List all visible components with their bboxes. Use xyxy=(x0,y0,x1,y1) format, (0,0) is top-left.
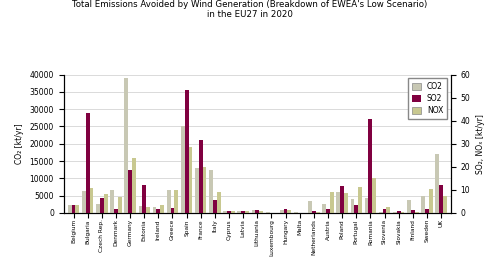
Bar xyxy=(414,212,418,213)
Bar xyxy=(382,209,386,213)
Bar xyxy=(227,211,231,213)
Bar xyxy=(340,186,344,213)
Bar xyxy=(350,199,354,213)
Bar xyxy=(167,190,170,213)
Bar xyxy=(425,209,429,213)
Bar xyxy=(379,212,382,213)
Bar xyxy=(104,194,108,213)
Bar xyxy=(238,211,242,213)
Bar xyxy=(298,212,302,213)
Bar xyxy=(411,210,414,213)
Bar xyxy=(76,205,80,213)
Bar xyxy=(202,167,206,213)
Bar xyxy=(322,204,326,213)
Bar xyxy=(274,212,277,213)
Bar xyxy=(160,205,164,213)
Bar xyxy=(284,209,288,213)
Text: Total Emissions Avoided by Wind Generation (Breakdown of EWEA's Low Scenario)
in: Total Emissions Avoided by Wind Generati… xyxy=(72,0,428,20)
Bar xyxy=(316,212,320,213)
Bar xyxy=(209,170,213,213)
Bar xyxy=(213,200,217,213)
Bar xyxy=(132,157,136,213)
Bar xyxy=(242,211,245,213)
Bar xyxy=(400,212,404,213)
Bar xyxy=(188,147,192,213)
Bar xyxy=(368,119,372,213)
Bar xyxy=(100,198,103,213)
Bar xyxy=(397,211,400,213)
Bar xyxy=(128,170,132,213)
Bar xyxy=(195,168,199,213)
Bar xyxy=(174,190,178,213)
Bar xyxy=(302,212,306,213)
Bar xyxy=(96,204,100,213)
Bar xyxy=(138,206,142,213)
Bar xyxy=(72,205,76,213)
Bar xyxy=(82,191,86,213)
Bar xyxy=(224,211,227,213)
Bar xyxy=(68,205,71,213)
Bar xyxy=(124,78,128,213)
Bar xyxy=(142,185,146,213)
Bar xyxy=(252,211,256,213)
Bar xyxy=(114,209,118,213)
Bar xyxy=(386,207,390,213)
Bar xyxy=(288,210,292,213)
Bar xyxy=(421,196,425,213)
Bar xyxy=(156,209,160,213)
Bar xyxy=(270,212,274,213)
Bar xyxy=(312,211,316,213)
Bar xyxy=(439,185,443,213)
Bar xyxy=(393,212,397,213)
Bar xyxy=(326,209,330,213)
Bar xyxy=(181,127,184,213)
Bar xyxy=(199,140,202,213)
Y-axis label: SO₂, NOₓ [kt/yr]: SO₂, NOₓ [kt/yr] xyxy=(476,114,485,174)
Bar xyxy=(372,178,376,213)
Bar xyxy=(330,192,334,213)
Bar xyxy=(217,192,220,213)
Bar xyxy=(259,211,263,213)
Bar xyxy=(436,154,439,213)
Bar xyxy=(86,113,90,213)
Y-axis label: CO₂ [kt/yr]: CO₂ [kt/yr] xyxy=(15,123,24,164)
Bar xyxy=(443,196,447,213)
Bar xyxy=(184,90,188,213)
Bar xyxy=(118,197,122,213)
Legend: CO2, SO2, NOX: CO2, SO2, NOX xyxy=(408,78,447,119)
Bar xyxy=(231,211,235,213)
Bar xyxy=(407,200,411,213)
Bar xyxy=(358,187,362,213)
Bar xyxy=(90,188,94,213)
Bar xyxy=(280,211,283,213)
Bar xyxy=(308,201,312,213)
Bar xyxy=(146,207,150,213)
Bar xyxy=(256,210,259,213)
Bar xyxy=(344,193,348,213)
Bar xyxy=(364,198,368,213)
Bar xyxy=(245,211,249,213)
Bar xyxy=(354,205,358,213)
Bar xyxy=(294,212,298,213)
Bar xyxy=(266,212,270,213)
Bar xyxy=(336,192,340,213)
Bar xyxy=(170,208,174,213)
Bar xyxy=(110,190,114,213)
Bar xyxy=(152,207,156,213)
Bar xyxy=(429,189,432,213)
